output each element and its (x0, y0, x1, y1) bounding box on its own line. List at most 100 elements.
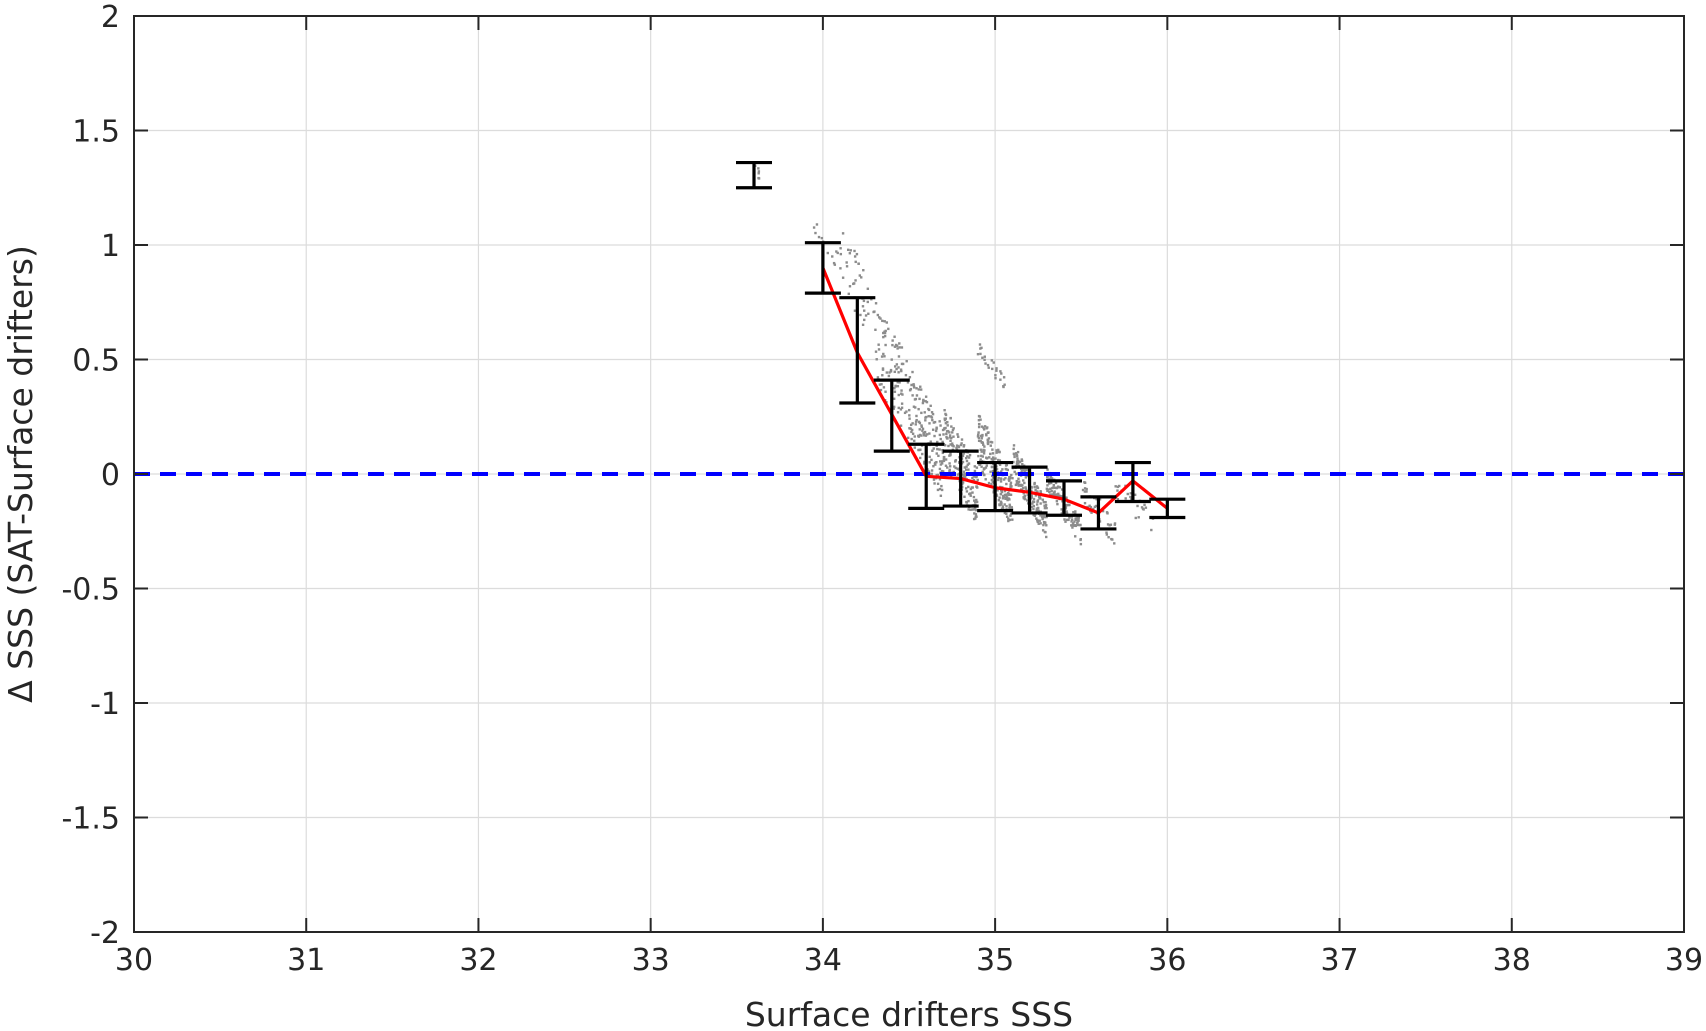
scatter-point (948, 431, 951, 434)
scatter-point (980, 425, 984, 428)
scatter-point (927, 414, 930, 418)
scatter-point (913, 435, 916, 438)
scatter-point (841, 276, 845, 279)
scatter-point (1026, 493, 1029, 497)
y-tick-label: 0.5 (72, 344, 120, 379)
scatter-point (1007, 492, 1011, 496)
scatter-point (1046, 489, 1049, 493)
scatter-point (927, 408, 931, 412)
scatter-point (1013, 455, 1016, 459)
scatter-point (992, 458, 995, 461)
scatter-point (884, 390, 887, 393)
scatter-point (929, 404, 932, 408)
scatter-point (951, 431, 954, 434)
scatter-point (977, 439, 981, 442)
scatter-point (1063, 518, 1066, 521)
scatter-point (923, 432, 926, 436)
scatter-point (981, 356, 984, 359)
scatter-point (986, 363, 990, 367)
scatter-point (1048, 490, 1051, 494)
scatter-point (1036, 500, 1039, 503)
scatter-point (989, 452, 992, 456)
scatter-point (1042, 523, 1045, 527)
scatter-point (908, 376, 912, 379)
scatter-point (980, 437, 983, 440)
scatter-point (1113, 523, 1117, 526)
scatter-point (1009, 493, 1013, 496)
scatter-point (1015, 462, 1019, 466)
scatter-point (866, 300, 869, 304)
scatter-point (956, 467, 959, 470)
scatter-point (921, 401, 925, 405)
scatter-point (983, 358, 986, 362)
scatter-point (957, 435, 960, 439)
scatter-point (1067, 518, 1070, 522)
scatter-point (1077, 519, 1080, 522)
scatter-point (1044, 530, 1047, 534)
scatter-point (976, 435, 980, 438)
scatter-point (1010, 507, 1014, 510)
scatter-point (1141, 507, 1145, 510)
scatter-point (924, 434, 928, 437)
y-tick-labels: -2 -1.5 -1 -0.5 0 0.5 1 1.5 2 (61, 0, 120, 951)
scatter-point (941, 449, 944, 452)
scatter-point (911, 370, 914, 374)
scatter-point (1032, 513, 1035, 517)
scatter-point (950, 425, 953, 428)
x-tick-label: 32 (459, 943, 497, 978)
scatter-point (1124, 497, 1127, 500)
x-tick-label: 34 (804, 943, 842, 978)
scatter-point (1007, 478, 1010, 481)
scatter-point (991, 469, 995, 473)
scatter-point (857, 262, 860, 265)
scatter-point (967, 485, 970, 489)
scatter-point (897, 355, 901, 358)
scatter-point (912, 384, 916, 387)
scatter-point (878, 383, 882, 386)
scatter-point (921, 452, 924, 456)
scatter-point (906, 381, 910, 384)
scatter-point (996, 450, 999, 453)
scatter-point (853, 255, 857, 258)
scatter-point (757, 172, 760, 175)
scatter-point (972, 508, 976, 511)
scatter-point (943, 427, 946, 430)
scatter-point (997, 499, 1001, 502)
scatter-point (925, 400, 929, 404)
scatter-point (998, 463, 1002, 466)
scatter-point (897, 371, 900, 374)
scatter-point (984, 478, 987, 481)
scatter-point (984, 362, 987, 365)
scatter-point (874, 302, 878, 305)
scatter-point (1144, 506, 1148, 509)
scatter-point (995, 367, 998, 370)
scatter-point (970, 486, 974, 489)
scatter-point (1036, 490, 1039, 493)
scatter-point (979, 458, 982, 461)
scatter-point (931, 412, 935, 416)
scatter-point (883, 330, 886, 333)
scatter-point (938, 433, 942, 437)
scatter-point (903, 411, 907, 415)
scatter-point (930, 472, 933, 476)
scatter-point (908, 417, 911, 420)
scatter-point (877, 348, 881, 351)
scatter-point (995, 468, 999, 471)
scatter-point (948, 436, 952, 439)
scatter-point (912, 386, 916, 389)
scatter-point (1083, 501, 1087, 505)
scatter-point (997, 476, 1000, 480)
scatter-point (904, 373, 908, 377)
scatter-point (968, 453, 972, 457)
scatter-point (925, 415, 928, 419)
scatter-point (893, 390, 897, 393)
scatter-point (1020, 459, 1024, 463)
scatter-point (917, 388, 920, 391)
scatter-point (1095, 504, 1098, 508)
scatter-point (836, 251, 839, 255)
scatter-point (839, 252, 843, 256)
scatter-point (1002, 376, 1006, 379)
scatter-point (1010, 506, 1013, 509)
scatter-point (1110, 537, 1113, 541)
scatter-point (965, 490, 969, 493)
